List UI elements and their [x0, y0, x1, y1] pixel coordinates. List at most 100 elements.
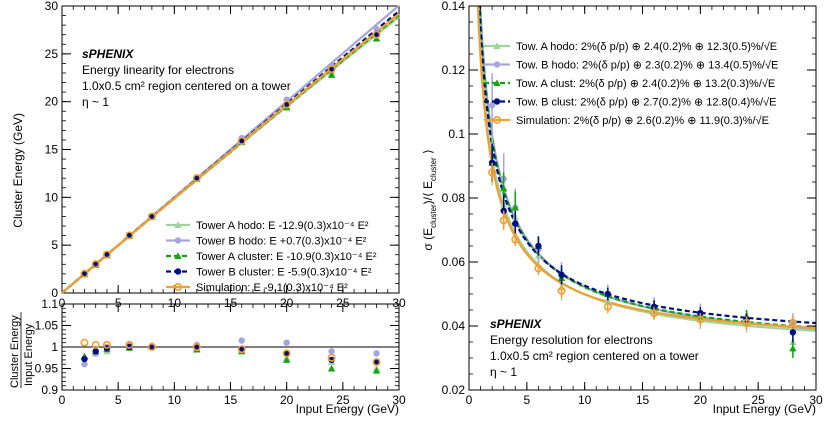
ratio-x-tick-label: 15 [224, 393, 238, 407]
ratio-y-tick-label: 1 [51, 340, 58, 354]
linearity-legend: Tower A hodo: E -12.9(0.3)x10⁻⁴ E² Tower … [166, 220, 377, 294]
resolution-fit-line [478, 6, 816, 325]
linearity-data-point [91, 260, 100, 269]
resolution-legend-entry: Tow. A clust: 2%(δ p/p) ⊕ 2.4(0.2)% ⊕ 13… [516, 78, 775, 90]
ratio-data-point [372, 358, 381, 367]
resolution-x-tick-label: 30 [809, 393, 823, 407]
resolution-x-tick-label: 20 [694, 393, 708, 407]
linearity-legend-marker [174, 221, 182, 228]
resolution-x-tick-label: 10 [578, 393, 592, 407]
resolution-x-tick-label: 25 [751, 393, 765, 407]
resolution-data-point [603, 302, 612, 311]
linearity-data-point [327, 71, 336, 78]
resolution-data-point [742, 318, 751, 327]
ratio-data-point [147, 342, 156, 351]
ratio-y-label: Cluster Energy Input Energy [9, 312, 35, 388]
resolution-data-point [499, 216, 508, 225]
resolution-fit-line [476, 6, 816, 330]
resolution-data-point [557, 286, 566, 295]
resolution-fit-line [477, 6, 816, 332]
linearity-title-sphenix: sPHENIX [82, 47, 134, 61]
linearity-title: Energy linearity for electrons [82, 63, 234, 77]
ratio-y-tick-label: 0.95 [35, 362, 59, 376]
linearity-x-tick-label: 15 [224, 296, 238, 310]
linearity-legend-marker [174, 237, 182, 244]
ratio-data-point [238, 337, 245, 344]
resolution-data-point [789, 344, 797, 352]
ratio-data-point [237, 345, 246, 354]
ratio-x-label: Input Energy (GeV) [296, 402, 399, 416]
linearity-data-point [102, 250, 111, 259]
ratio-y-label-numerator: Cluster Energy [9, 315, 21, 388]
ratio-data-point [283, 350, 290, 357]
ratio-y-tick-label: 1.05 [35, 319, 59, 333]
ratio-data-point [91, 340, 100, 349]
resolution-legend-marker [493, 61, 501, 68]
ratio-x-tick-label: 5 [115, 393, 122, 407]
ratio-data-point [192, 342, 201, 351]
linearity-legend-marker [174, 282, 183, 291]
ratio-data-point [327, 364, 336, 372]
resolution-legend-marker [493, 79, 501, 86]
linearity-panel: 0 5 10 15 20 25 30 0 5 10 15 20 25 30 Cluster Energy … [11, 0, 406, 310]
resolution-title-sphenix: sPHENIX [490, 317, 542, 331]
linearity-x-tick-label: 0 [59, 296, 66, 310]
ratio-panel: 0 5 10 15 20 25 30 0.9 0.95 1 1.05 1.1 Input Energy… [9, 297, 406, 416]
linearity-legend-entry: Tower A cluster: E -10.9(0.3)x10⁻⁴ E² [196, 251, 377, 263]
resolution-y-tick-label: 0.12 [442, 63, 466, 77]
resolution-y-label-sub2: cluster [429, 157, 438, 181]
resolution-legend-entry: Tow. A hodo: 2%(δ p/p) ⊕ 2.4(0.2)% ⊕ 12.… [516, 41, 777, 53]
svg-text:σ (Ecluster)/⟨ Ecluster ⟩: σ (Ecluster)/⟨ Ecluster ⟩ [421, 149, 438, 250]
ratio-data-point [283, 339, 290, 346]
ratio-y-label-denominator: Input Energy [23, 323, 35, 386]
ratio-data-point [125, 340, 134, 349]
resolution-y-label-part1: σ (E [421, 228, 435, 251]
linearity-legend-entry: Tower A hodo: E -12.9(0.3)x10⁻⁴ E² [196, 220, 369, 232]
linearity-legend-entry: Tower B cluster: E -5.9(0.3)x10⁻⁴ E² [196, 267, 372, 279]
resolution-y-tick-label: 0.02 [442, 383, 466, 397]
resolution-x-tick-label: 15 [636, 393, 650, 407]
ratio-x-tick-label: 25 [336, 393, 350, 407]
linearity-data-point [237, 136, 246, 145]
resolution-data-point [534, 264, 543, 273]
resolution-legend-entry: Tow. B clust: 2%(δ p/p) ⊕ 2.7(0.2)% ⊕ 12… [516, 97, 776, 109]
linearity-data-point [283, 101, 290, 108]
resolution-data-point [512, 220, 519, 227]
linearity-legend-entry: Simulation: E -9.1(0.3)x10⁻⁴ E² [196, 282, 348, 294]
resolution-data-point [511, 235, 520, 244]
linearity-data-point [126, 232, 133, 239]
linearity-data-point [80, 269, 89, 278]
resolution-y-label-part2: )/⟨ E [421, 181, 435, 204]
linearity-legend-marker [174, 252, 182, 259]
linearity-y-tick-label: 25 [45, 47, 59, 61]
ratio-x-tick-label: 10 [168, 393, 182, 407]
resolution-data-point [535, 242, 542, 250]
resolution-y-tick-label: 0.14 [442, 0, 466, 13]
ratio-data-point [282, 356, 291, 363]
ratio-data-point [373, 358, 380, 366]
resolution-y-tick-label: 0.1 [448, 127, 465, 141]
linearity-region: 1.0x0.5 cm² region centered on a tower [82, 79, 291, 93]
linearity-x-tick-label: 5 [115, 296, 122, 310]
linearity-fit-line [61, 12, 400, 294]
ratio-y-tick-label: 0.9 [41, 383, 58, 397]
ratio-x-tick-label: 0 [59, 393, 66, 407]
ratio-data-point [80, 338, 89, 347]
ratio-data-point [327, 353, 336, 362]
resolution-data-point [650, 309, 659, 318]
resolution-legend-entry: Simulation: 2%(δ p/p) ⊕ 2.6(0.2)% ⊕ 11.9… [516, 115, 769, 127]
resolution-data-point [488, 168, 497, 177]
linearity-data-point [125, 231, 134, 240]
linearity-y-tick-label: 15 [45, 143, 59, 157]
linearity-legend-marker [174, 268, 182, 275]
resolution-data-point [604, 290, 611, 298]
linearity-y-label: Cluster Energy (GeV) [11, 113, 25, 228]
linearity-x-tick-label: 25 [336, 296, 350, 310]
resolution-x-tick-label: 0 [466, 393, 473, 407]
linearity-x-tick-label: 10 [168, 296, 182, 310]
resolution-data-point [511, 203, 519, 211]
ratio-data-point [81, 355, 88, 363]
resolution-y-label-part3: ⟩ [421, 149, 435, 157]
linearity-data-point [147, 212, 156, 221]
